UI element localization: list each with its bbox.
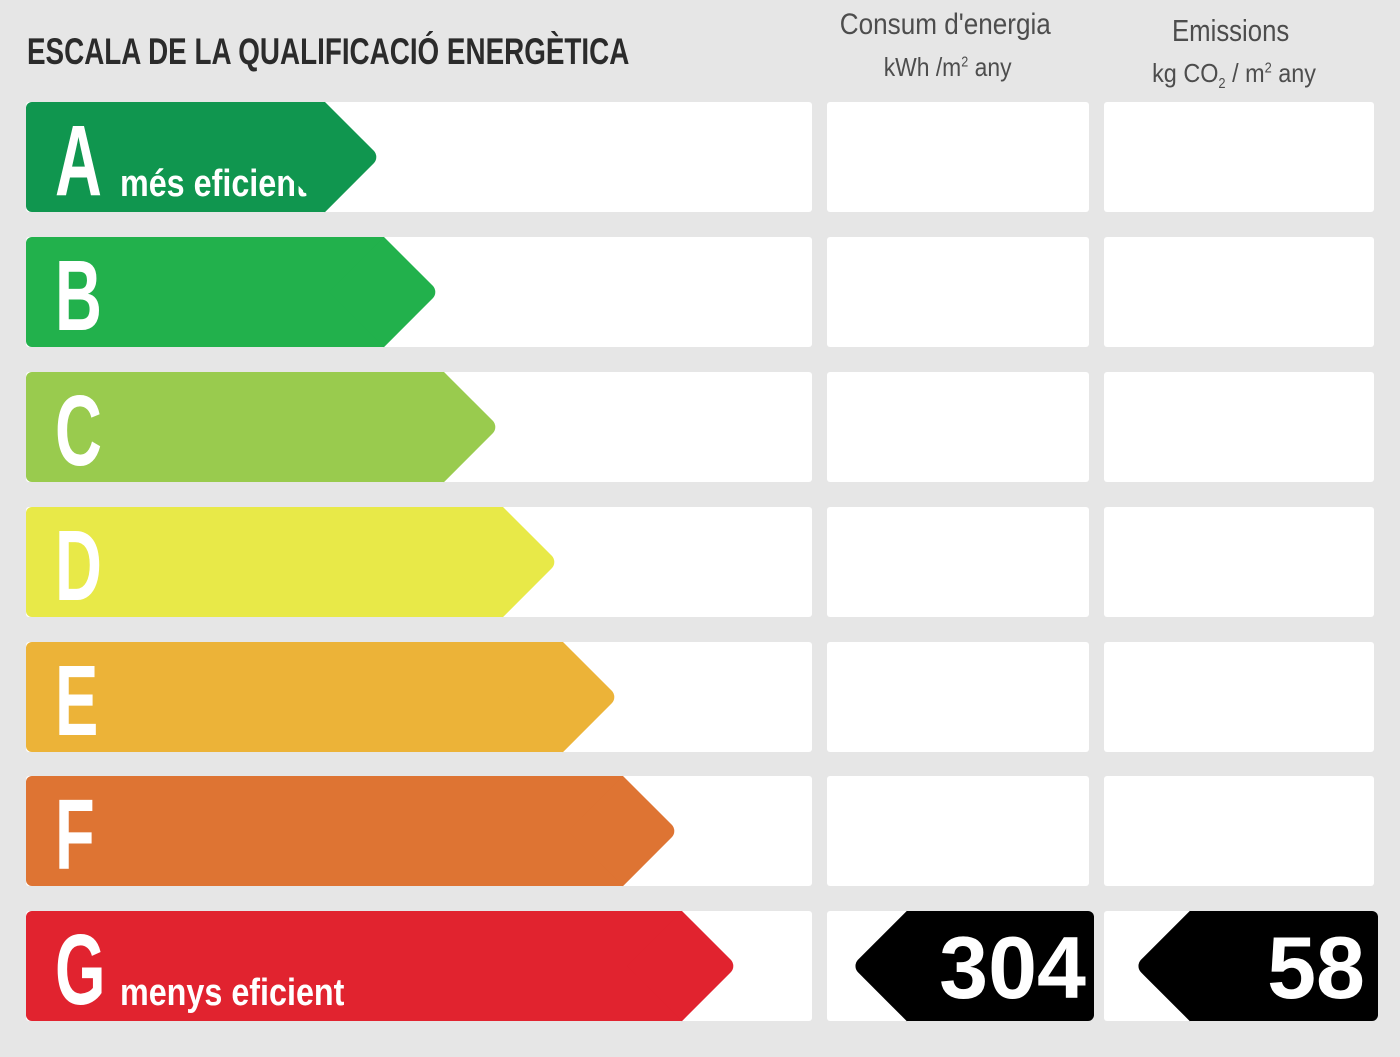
consumption-title-text: Consum d'energia [839,8,1051,41]
scale-cell: E [26,642,812,756]
emissions-cell [1104,642,1374,752]
consumption-unit-period: any [975,52,1012,82]
emissions-cell [1104,237,1374,347]
consumption-cell [827,776,1089,886]
rating-arrow-a: A més eficient [26,102,325,216]
consumption-cell [827,102,1089,212]
rating-arrow-c: C [26,372,444,486]
consumption-header-title: Consum d'energia [795,10,1095,40]
scale-cell: C [26,372,812,486]
scale-cell: A més eficient [26,102,812,216]
rating-row-f: F [0,776,1400,890]
rating-row-c: C [0,372,1400,486]
emissions-cell [1104,507,1374,617]
consumption-value: 304 [939,918,1086,1017]
rating-arrow-g: G menys eficient [26,911,682,1025]
emissions-marker: 58 [1190,911,1378,1021]
rating-letter: F [55,779,95,891]
emissions-cell: 58 [1104,911,1378,1021]
scale-cell: G menys eficient [26,911,812,1025]
emissions-unit-period: any [1278,58,1316,88]
emissions-unit-text: kg CO2 / m2 any [1152,58,1316,91]
scale-cell: D [26,507,812,621]
rating-row-d: D [0,507,1400,621]
scale-cell: B [26,237,812,351]
scale-cell: F [26,776,812,890]
emissions-cell [1104,372,1374,482]
emissions-unit-exponent: 2 [1264,60,1272,77]
consumption-cell [827,642,1089,752]
rating-caption: més eficient [120,163,307,205]
rating-letter: D [55,510,102,622]
consumption-cell [827,237,1089,347]
rating-caption: menys eficient [120,972,345,1014]
emissions-title-text: Emissions [1172,13,1290,48]
consumption-unit-exponent: 2 [961,54,969,71]
emissions-unit-area: / m [1232,58,1265,88]
rating-arrow-d: D [26,507,503,621]
consumption-cell [827,507,1089,617]
rating-row-b: B [0,237,1400,351]
rating-letter: A [55,105,102,217]
emissions-header-title: Emissions [1081,15,1381,46]
consumption-marker: 304 [907,911,1094,1021]
page-title: ESCALA DE LA QUALIFICACIÓ ENERGÈTICA [27,31,630,72]
rating-arrow-b: B [26,237,384,351]
rating-letter: G [55,914,106,1026]
emissions-cell [1104,776,1374,886]
rating-row-g: G menys eficient 304 58 [0,911,1400,1025]
consumption-cell: 304 [827,911,1094,1021]
rating-arrow-e: E [26,642,563,756]
consumption-unit: kWh /m [884,52,962,82]
consumption-cell [827,372,1089,482]
rating-row-e: E [0,642,1400,756]
emissions-cell [1104,102,1374,212]
emissions-unit-subscript: 2 [1218,76,1226,93]
rating-arrow-f: F [26,776,623,890]
consumption-header-unit: kWh /m2 any [798,54,1098,80]
emissions-header-unit: kg CO2 / m2 any [1084,58,1384,91]
emissions-value: 58 [1267,918,1365,1017]
emissions-unit-mass: kg CO [1152,58,1219,88]
rating-letter: B [55,240,102,352]
rating-row-a: A més eficient [0,102,1400,216]
rating-letter: E [55,645,99,757]
consumption-unit-text: kWh /m2 any [884,54,1012,80]
rating-letter: C [55,375,102,487]
